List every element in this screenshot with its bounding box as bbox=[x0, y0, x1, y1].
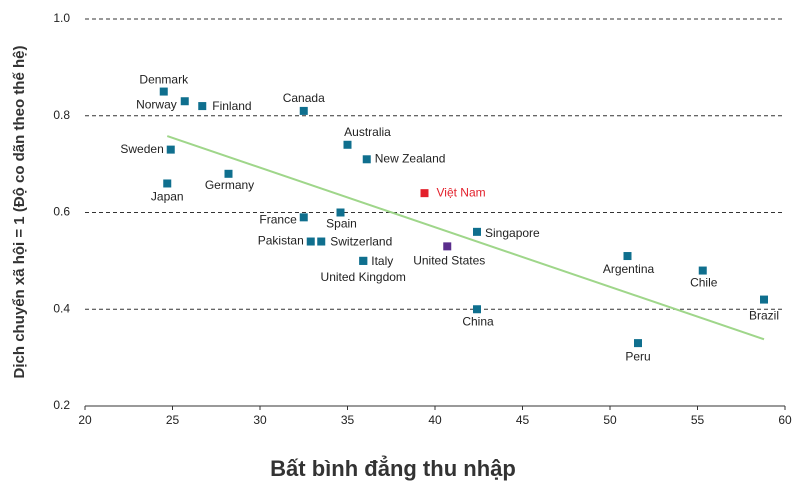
point bbox=[336, 208, 345, 217]
point-label: Germany bbox=[205, 178, 254, 192]
point bbox=[623, 252, 632, 261]
x-tick-label: 30 bbox=[253, 413, 267, 427]
point bbox=[198, 102, 207, 111]
point-label: Sweden bbox=[120, 142, 163, 156]
point-label: Australia bbox=[344, 125, 391, 139]
y-axis-title: Dịch chuyển xã hội = 1 (Độ co dãn theo t… bbox=[11, 46, 28, 379]
y-tick-label: 1.0 bbox=[53, 11, 70, 25]
point bbox=[163, 179, 172, 188]
point bbox=[299, 106, 308, 115]
point-label: Việt Nam bbox=[437, 185, 486, 199]
x-tick-label: 35 bbox=[341, 413, 355, 427]
x-axis-title: Bất bình đẳng thu nhập bbox=[270, 456, 516, 481]
point bbox=[473, 305, 481, 314]
x-tick-label: 40 bbox=[428, 413, 442, 427]
point-label: Brazil bbox=[749, 309, 779, 323]
trendline bbox=[166, 135, 765, 341]
point bbox=[166, 145, 175, 154]
point bbox=[443, 242, 452, 251]
y-tick-label: 0.2 bbox=[53, 398, 70, 412]
point bbox=[420, 189, 429, 198]
point bbox=[306, 237, 315, 246]
point bbox=[299, 213, 308, 222]
y-tick-label: 0.4 bbox=[53, 301, 70, 315]
point bbox=[180, 97, 189, 106]
y-tick-label: 0.6 bbox=[53, 205, 70, 219]
point bbox=[343, 140, 352, 149]
point-label: Argentina bbox=[603, 262, 655, 276]
x-tick-label: 50 bbox=[603, 413, 617, 427]
point-label: Italy bbox=[371, 254, 393, 268]
point-label: Peru bbox=[625, 349, 650, 363]
point-label: Chile bbox=[690, 276, 718, 290]
x-tick-label: 20 bbox=[78, 413, 92, 427]
point bbox=[698, 266, 707, 275]
point-label: Norway bbox=[136, 97, 177, 111]
point bbox=[317, 237, 326, 246]
y-tick-label: 0.8 bbox=[53, 108, 70, 122]
point-label: United States bbox=[413, 254, 485, 268]
point-label: United Kingdom bbox=[321, 270, 406, 284]
point bbox=[159, 87, 168, 96]
x-tick-label: 55 bbox=[691, 413, 705, 427]
point-label: Singapore bbox=[485, 226, 540, 240]
point bbox=[634, 339, 642, 348]
point-label: Japan bbox=[151, 190, 184, 204]
x-tick-label: 60 bbox=[778, 413, 792, 427]
point-label: Spain bbox=[326, 217, 357, 231]
point-label: Canada bbox=[283, 91, 325, 105]
point bbox=[359, 256, 368, 265]
x-tick-label: 45 bbox=[516, 413, 530, 427]
point-label: Denmark bbox=[139, 73, 189, 87]
point bbox=[473, 227, 481, 236]
point-label: Pakistan bbox=[258, 234, 304, 248]
point bbox=[760, 295, 768, 304]
point-label: Switzerland bbox=[330, 235, 392, 249]
point-label: France bbox=[259, 213, 297, 227]
point-label: New Zealand bbox=[375, 151, 446, 165]
point bbox=[362, 155, 371, 164]
point bbox=[224, 169, 233, 178]
point-label: China bbox=[462, 314, 494, 328]
x-tick-label: 25 bbox=[166, 413, 180, 427]
point-label: Finland bbox=[212, 99, 251, 113]
